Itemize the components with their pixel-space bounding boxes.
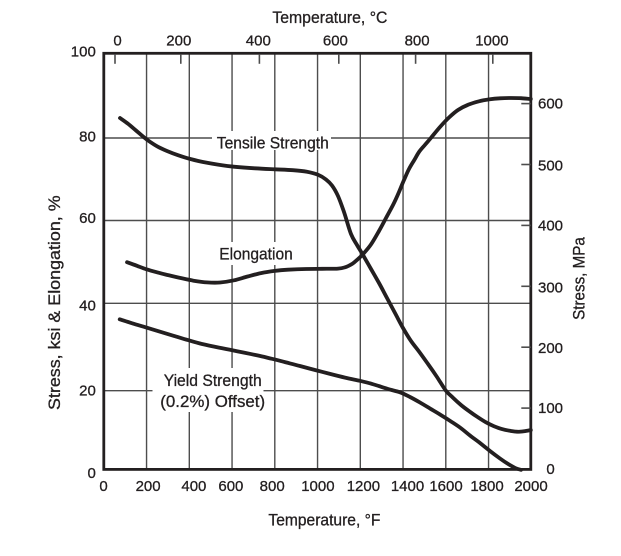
svg-text:1200: 1200 <box>347 478 380 495</box>
svg-text:100: 100 <box>538 400 563 417</box>
svg-text:300: 300 <box>538 280 563 297</box>
svg-text:1800: 1800 <box>470 478 503 495</box>
svg-text:Temperature, °F: Temperature, °F <box>268 511 380 529</box>
svg-text:Stress, ksi & Elongation, %: Stress, ksi & Elongation, % <box>46 195 64 410</box>
svg-text:0: 0 <box>87 465 95 482</box>
svg-text:400: 400 <box>538 218 563 235</box>
svg-text:80: 80 <box>79 129 96 146</box>
svg-text:Yield Strength: Yield Strength <box>164 371 262 390</box>
svg-text:400: 400 <box>181 478 206 495</box>
svg-text:200: 200 <box>166 33 191 50</box>
svg-text:100: 100 <box>71 44 96 61</box>
svg-text:600: 600 <box>538 95 563 112</box>
svg-text:40: 40 <box>79 298 96 315</box>
svg-text:1400: 1400 <box>391 478 424 495</box>
svg-text:2000: 2000 <box>514 478 547 495</box>
svg-text:1000: 1000 <box>475 33 508 50</box>
svg-text:800: 800 <box>260 478 285 495</box>
svg-text:Elongation: Elongation <box>219 244 293 263</box>
svg-text:200: 200 <box>136 478 161 495</box>
svg-text:60: 60 <box>79 210 96 227</box>
svg-text:800: 800 <box>405 33 430 50</box>
svg-text:20: 20 <box>79 383 96 400</box>
svg-text:1000: 1000 <box>301 478 334 495</box>
svg-text:200: 200 <box>538 340 563 357</box>
svg-text:600: 600 <box>323 33 348 50</box>
svg-text:Stress, MPa: Stress, MPa <box>571 236 589 320</box>
svg-text:0: 0 <box>546 461 554 478</box>
svg-text:(0.2%) Offset): (0.2%) Offset) <box>160 392 265 411</box>
svg-text:500: 500 <box>538 158 563 175</box>
svg-text:0: 0 <box>113 33 121 50</box>
svg-text:600: 600 <box>218 478 243 495</box>
svg-text:0: 0 <box>99 478 107 495</box>
svg-text:400: 400 <box>246 33 271 50</box>
svg-text:Temperature, °C: Temperature, °C <box>272 9 387 27</box>
svg-text:Tensile Strength: Tensile Strength <box>217 134 329 153</box>
svg-text:1600: 1600 <box>429 478 462 495</box>
